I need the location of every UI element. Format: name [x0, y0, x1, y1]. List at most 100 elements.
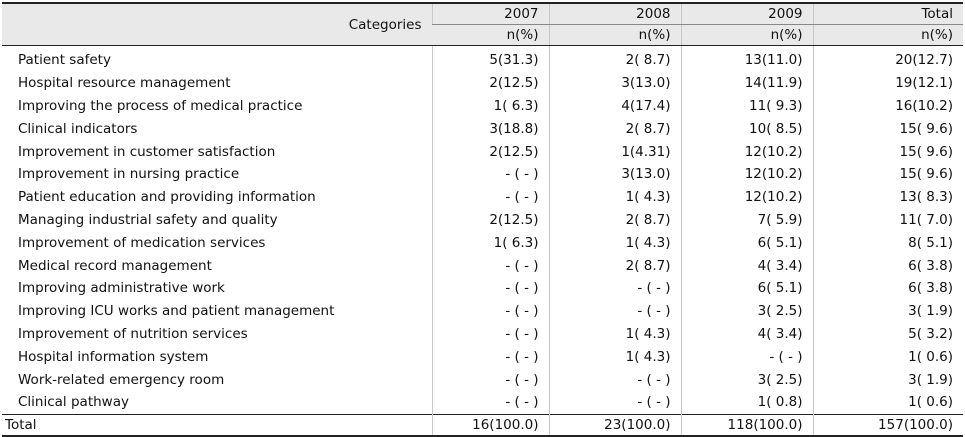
table-row: Medical record management - ( - ) 2( 8.7) 4…: [2, 254, 963, 277]
value-cell: 11( 9.3): [680, 94, 813, 118]
table-row: Patient safety 5(31.3) 2( 8.7) 13(11.0) 20(1…: [2, 45, 963, 72]
categories-header: Categories: [2, 2, 432, 46]
value-cell: 5( 3.2): [812, 322, 963, 346]
value-cell: 20(12.7): [812, 45, 963, 72]
unit-header: n(%): [548, 24, 681, 46]
header-row-units: n(%) n(%) n(%) n(%): [2, 24, 963, 46]
value-cell: - ( - ): [431, 162, 549, 186]
value-cell: 2(12.5): [431, 208, 549, 232]
value-cell: - ( - ): [431, 185, 549, 209]
table-row: Improvement of nutrition services - ( - )…: [2, 322, 963, 346]
value-cell: - ( - ): [431, 368, 549, 391]
category-label: Clinical indicators: [18, 120, 138, 137]
value-cell: 3( 2.5): [680, 368, 813, 391]
value-cell: 1( 4.3): [548, 322, 681, 346]
value-cell: - ( - ): [548, 368, 681, 391]
value-cell: 19(12.1): [812, 71, 963, 95]
value-cell: 4(17.4): [548, 94, 681, 118]
header-total: Total: [812, 2, 963, 25]
value-cell: - ( - ): [431, 345, 549, 369]
category-label: Improvement of medication services: [18, 234, 266, 251]
total-row: Total 16(100.0) 23(100.0) 118(100.0) 157…: [2, 413, 963, 437]
value-cell: 10( 8.5): [680, 117, 813, 141]
total-cell: 23(100.0): [548, 413, 681, 437]
table-body: Patient safety 5(31.3) 2( 8.7) 13(11.0) 20(1…: [2, 45, 963, 415]
table-row: Improving the process of medical practic…: [2, 94, 963, 118]
category-label: Improvement of nutrition services: [18, 325, 248, 342]
value-cell: 4( 3.4): [680, 254, 813, 277]
value-cell: 12(10.2): [680, 140, 813, 163]
unit-header: n(%): [432, 24, 549, 46]
table-row: Improvement in customer satisfaction 2(12…: [2, 140, 963, 163]
value-cell: 1( 0.6): [812, 345, 963, 369]
table-row: Improvement in nursing practice - ( - ) 3(…: [2, 162, 963, 186]
value-cell: 3( 1.9): [812, 299, 963, 323]
unit-header: n(%): [812, 24, 963, 46]
value-cell: 16(10.2): [812, 94, 963, 118]
header-year-2009: 2009: [680, 2, 813, 25]
value-cell: - ( - ): [431, 322, 549, 346]
value-cell: 1( 4.3): [548, 345, 681, 369]
category-label: Improvement in customer satisfaction: [18, 143, 276, 160]
value-cell: - ( - ): [548, 299, 681, 323]
value-cell: 2( 8.7): [548, 208, 681, 232]
value-cell: - ( - ): [680, 345, 813, 369]
category-label: Improving ICU works and patient manageme…: [18, 303, 335, 320]
value-cell: 12(10.2): [680, 162, 813, 186]
table-row: Improving ICU works and patient manageme…: [2, 299, 963, 323]
value-cell: - ( - ): [431, 254, 549, 277]
table-row: Improving administrative work - ( - ) - ( …: [2, 276, 963, 300]
value-cell: 1( 6.3): [431, 94, 549, 118]
value-cell: 14(11.9): [680, 71, 813, 95]
value-cell: 5(31.3): [431, 45, 549, 72]
value-cell: 11( 7.0): [812, 208, 963, 232]
table-row: Clinical pathway - ( - ) - ( - ) 1( 0.8) 1( …: [2, 390, 963, 415]
table-row: Patient education and providing informat…: [2, 185, 963, 209]
value-cell: 3( 1.9): [812, 368, 963, 391]
value-cell: 7( 5.9): [680, 208, 813, 232]
value-cell: 8( 5.1): [812, 231, 963, 255]
value-cell: 1( 4.3): [548, 231, 681, 255]
table-row: Hospital information system - ( - ) 1( 4.3…: [2, 345, 963, 369]
value-cell: 2( 8.7): [548, 254, 681, 277]
category-label: Improving the process of medical practic…: [18, 97, 303, 114]
value-cell: 3(13.0): [548, 71, 681, 95]
table-row: Managing industrial safety and quality 2(…: [2, 208, 963, 232]
total-cell: 157(100.0): [812, 413, 963, 437]
category-label: Clinical pathway: [18, 394, 129, 411]
total-label: Total: [2, 413, 432, 437]
value-cell: 3(13.0): [548, 162, 681, 186]
value-cell: 1( 0.6): [812, 390, 963, 415]
category-label: Hospital resource management: [18, 75, 231, 92]
value-cell: 1( 4.3): [548, 185, 681, 209]
category-label: Work-related emergency room: [18, 371, 225, 388]
value-cell: 3( 2.5): [680, 299, 813, 323]
value-cell: 1( 6.3): [431, 231, 549, 255]
table-row: Work-related emergency room - ( - ) - ( - …: [2, 368, 963, 391]
value-cell: 15( 9.6): [812, 140, 963, 163]
value-cell: 12(10.2): [680, 185, 813, 209]
header-year-2008: 2008: [548, 2, 681, 25]
value-cell: 13( 8.3): [812, 185, 963, 209]
value-cell: 1(4.31): [548, 140, 681, 163]
category-label: Patient safety: [18, 52, 111, 69]
table-row: Hospital resource management 2(12.5) 3(13.…: [2, 71, 963, 95]
unit-header: n(%): [680, 24, 813, 46]
table-row: Clinical indicators 3(18.8) 2( 8.7) 10( 8.5…: [2, 117, 963, 141]
value-cell: 6( 3.8): [812, 276, 963, 300]
value-cell: 2(12.5): [431, 71, 549, 95]
total-cell: 16(100.0): [431, 413, 549, 437]
category-label: Medical record management: [18, 257, 212, 274]
category-label: Improvement in nursing practice: [18, 166, 240, 183]
value-cell: - ( - ): [548, 390, 681, 415]
value-cell: - ( - ): [431, 390, 549, 415]
category-label: Patient education and providing informat…: [18, 189, 316, 206]
category-label: Improving administrative work: [18, 280, 225, 297]
value-cell: - ( - ): [431, 299, 549, 323]
value-cell: 4( 3.4): [680, 322, 813, 346]
value-cell: 2(12.5): [431, 140, 549, 163]
value-cell: 15( 9.6): [812, 117, 963, 141]
value-cell: 6( 5.1): [680, 231, 813, 255]
